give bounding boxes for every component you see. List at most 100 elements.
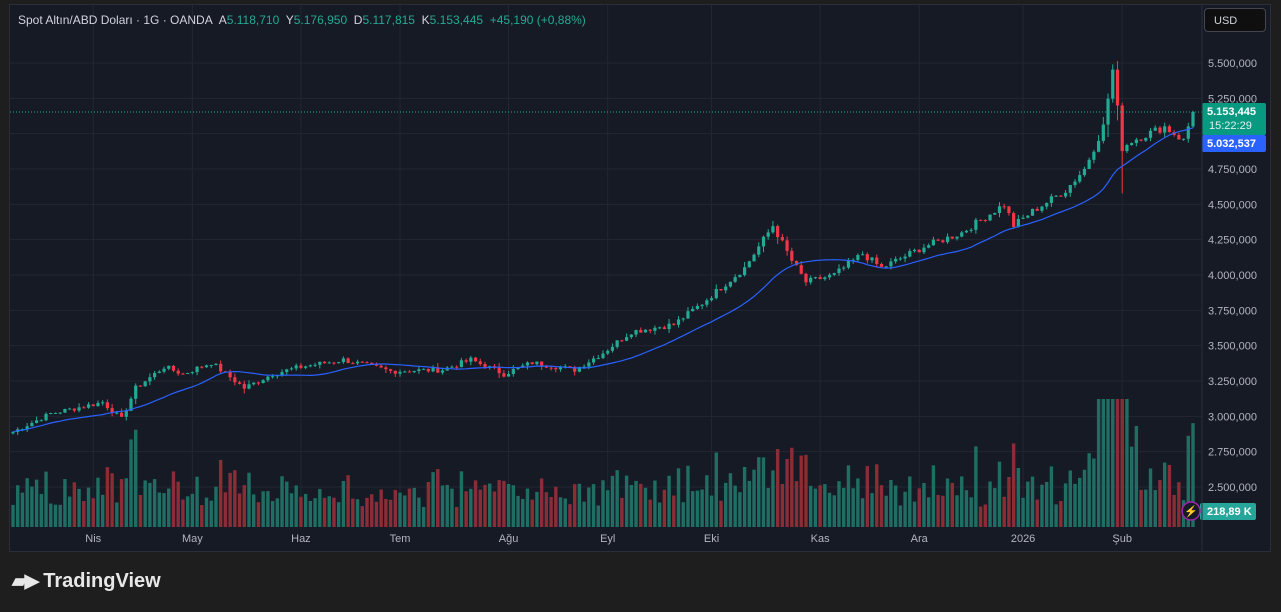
chart-panel[interactable]: 5.500,0005.250,0005.000,0004.750,0004.50…	[9, 4, 1271, 552]
volume-bar	[218, 459, 223, 527]
close-label: K	[421, 13, 430, 27]
volume-bar	[676, 468, 681, 527]
x-tick-label: Şub	[1112, 533, 1132, 545]
candle-body	[691, 308, 695, 312]
candle-body	[1139, 139, 1143, 141]
candle-body	[346, 358, 350, 364]
volume-bar	[842, 487, 846, 527]
volume-bar	[719, 500, 723, 527]
candle-body	[68, 408, 72, 410]
volume-bar	[1087, 453, 1091, 527]
candle-body	[44, 413, 48, 421]
volume-bar	[714, 452, 718, 527]
volume-bar	[502, 480, 506, 527]
candle-body	[809, 277, 813, 283]
candle-body	[818, 277, 822, 280]
volume-bar	[181, 499, 185, 527]
volume-bar	[1063, 483, 1068, 527]
volume-bar	[72, 482, 77, 527]
low-value: 5.117,815	[362, 13, 415, 27]
candle-body	[771, 226, 775, 233]
volume-bar	[908, 476, 912, 527]
volume-bar	[700, 489, 704, 527]
candle-body	[77, 407, 81, 411]
volume-bar	[412, 487, 416, 527]
volume-bar	[1153, 490, 1157, 527]
candle-body	[686, 311, 690, 319]
volume-bar	[450, 488, 454, 527]
candle-body	[1007, 206, 1011, 214]
candle-body	[511, 368, 515, 374]
candle-body	[110, 408, 114, 413]
y-tick-label: 3.000,000	[1208, 411, 1257, 423]
price-badge-countdown: 15:22:29	[1209, 120, 1252, 132]
candle-body	[832, 273, 836, 275]
volume-bar	[657, 502, 662, 527]
candle-body	[1130, 143, 1134, 146]
volume-bar	[639, 483, 643, 527]
volume-bar	[955, 495, 959, 527]
x-tick-label: Nis	[85, 533, 101, 545]
symbol-title[interactable]: Spot Altın/ABD Doları · 1G · OANDA	[18, 13, 213, 27]
price-chart[interactable]: 5.500,0005.250,0005.000,0004.750,0004.50…	[10, 5, 1270, 551]
volume-bar	[827, 492, 832, 527]
candle-body	[842, 267, 846, 269]
volume-bar	[374, 501, 379, 527]
volume-bar	[662, 489, 667, 527]
candle-body	[1078, 175, 1082, 182]
volume-bar	[851, 488, 855, 527]
candle-body	[879, 264, 884, 267]
candle-body	[620, 340, 624, 342]
volume-bar	[63, 479, 67, 527]
candle-body	[1158, 127, 1162, 133]
candle-body	[577, 366, 581, 372]
candle-body	[554, 368, 558, 370]
candle-body	[473, 357, 478, 362]
volume-bar	[318, 488, 322, 527]
volume-bar	[53, 504, 58, 527]
volume-bar	[1073, 483, 1077, 527]
volume-bar	[780, 483, 785, 527]
volume-bar	[653, 480, 657, 527]
volume-bar	[143, 480, 147, 527]
candle-body	[431, 367, 435, 372]
candle-body	[318, 361, 322, 365]
y-tick-label: 4.500,000	[1208, 199, 1257, 211]
volume-bar	[403, 495, 407, 527]
candle-body	[143, 381, 147, 387]
candle-body	[908, 251, 912, 257]
currency-button[interactable]: USD	[1204, 8, 1266, 32]
candle-body	[162, 368, 166, 372]
candle-body	[332, 362, 336, 364]
tradingview-logo[interactable]: ▰▶ TradingView	[12, 570, 161, 593]
volume-bar	[554, 486, 558, 527]
volume-bar	[327, 496, 331, 527]
candle-body	[761, 236, 766, 247]
candle-body	[639, 329, 643, 333]
candle-body	[1181, 138, 1186, 140]
volume-bar	[936, 494, 940, 527]
candle-body	[521, 365, 525, 368]
candle-body	[237, 382, 242, 384]
y-tick-label: 2.750,000	[1208, 447, 1257, 459]
volume-bar	[922, 482, 926, 527]
candle-body	[1125, 145, 1129, 152]
lightning-icon-glyph: ⚡	[1184, 505, 1198, 518]
volume-bar	[672, 495, 676, 527]
candle-body	[53, 412, 58, 414]
candle-body	[974, 219, 978, 230]
volume-bar	[705, 475, 709, 527]
volume-bar	[865, 466, 870, 527]
volume-bar	[1030, 476, 1035, 527]
candle-body	[540, 361, 544, 367]
candle-body	[1026, 215, 1030, 218]
volume-bar	[492, 491, 497, 527]
candle-body	[568, 366, 572, 368]
volume-bar	[1007, 476, 1011, 527]
volume-bar	[134, 429, 138, 527]
volume-bar	[832, 495, 836, 527]
volume-bar	[681, 502, 685, 527]
volume-bar	[1139, 489, 1143, 527]
candle-body	[1054, 195, 1058, 197]
volume-bar	[266, 491, 270, 527]
